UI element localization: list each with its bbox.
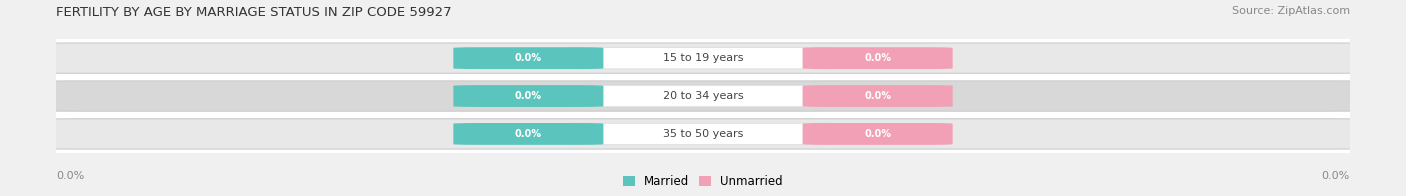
FancyBboxPatch shape	[803, 85, 953, 107]
FancyBboxPatch shape	[803, 123, 953, 145]
Text: 0.0%: 0.0%	[1322, 171, 1350, 181]
FancyBboxPatch shape	[24, 81, 1382, 111]
Text: 0.0%: 0.0%	[865, 91, 891, 101]
FancyBboxPatch shape	[453, 85, 603, 107]
Text: 0.0%: 0.0%	[515, 53, 541, 63]
FancyBboxPatch shape	[571, 123, 835, 145]
Legend: Married, Unmarried: Married, Unmarried	[623, 175, 783, 188]
FancyBboxPatch shape	[803, 47, 953, 69]
Text: 35 to 50 years: 35 to 50 years	[662, 129, 744, 139]
Text: 0.0%: 0.0%	[56, 171, 84, 181]
Text: Source: ZipAtlas.com: Source: ZipAtlas.com	[1232, 6, 1350, 16]
Text: 20 to 34 years: 20 to 34 years	[662, 91, 744, 101]
FancyBboxPatch shape	[24, 119, 1382, 149]
FancyBboxPatch shape	[571, 47, 835, 69]
Text: 15 to 19 years: 15 to 19 years	[662, 53, 744, 63]
Text: FERTILITY BY AGE BY MARRIAGE STATUS IN ZIP CODE 59927: FERTILITY BY AGE BY MARRIAGE STATUS IN Z…	[56, 6, 451, 19]
Text: 0.0%: 0.0%	[865, 129, 891, 139]
FancyBboxPatch shape	[453, 123, 603, 145]
Text: 0.0%: 0.0%	[515, 129, 541, 139]
FancyBboxPatch shape	[453, 47, 603, 69]
Text: 0.0%: 0.0%	[865, 53, 891, 63]
FancyBboxPatch shape	[24, 43, 1382, 73]
FancyBboxPatch shape	[571, 85, 835, 107]
Text: 0.0%: 0.0%	[515, 91, 541, 101]
